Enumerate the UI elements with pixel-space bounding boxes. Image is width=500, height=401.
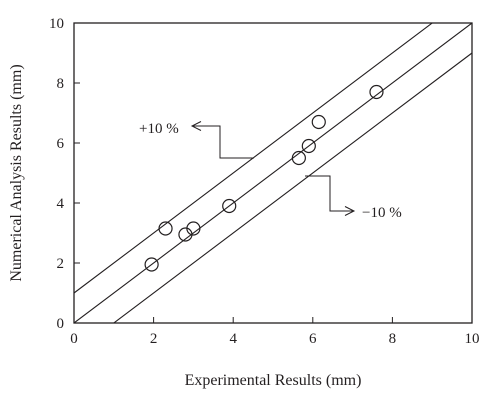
plus-10-percent-leader — [192, 125, 254, 159]
reference-line-1 — [74, 23, 434, 294]
x-tick-label-4: 4 — [229, 331, 237, 347]
data-point-0 — [144, 257, 159, 272]
data-point-7 — [311, 114, 326, 130]
data-point-5 — [291, 150, 306, 166]
y-axis-title: Numerical Analysis Results (mm) — [8, 64, 25, 281]
data-point-3 — [186, 221, 201, 236]
data-point-4 — [222, 198, 237, 214]
y-tick-label-8: 8 — [57, 76, 65, 92]
minus-10-percent-arrowhead — [344, 206, 356, 216]
annotation-leaders — [190, 121, 356, 216]
x-tick-label-10: 10 — [465, 331, 480, 347]
y-axis-ticks: 0 2 4 6 8 10 — [49, 16, 80, 332]
y-tick-label-4: 4 — [57, 196, 65, 212]
plus-10-percent-arrowhead — [190, 121, 202, 131]
x-tick-label-0: 0 — [70, 331, 78, 347]
x-axis-title: Experimental Results (mm) — [185, 372, 362, 389]
data-points — [144, 84, 384, 272]
reference-line-2 — [112, 52, 472, 323]
reference-lines — [74, 23, 472, 323]
plus-10-percent-label: +10 % — [139, 121, 179, 137]
y-tick-label-6: 6 — [57, 136, 65, 152]
x-tick-label-8: 8 — [389, 331, 397, 347]
minus-10-percent-label: −10 % — [362, 205, 402, 221]
reference-line-0 — [74, 23, 472, 323]
minus-10-percent-leader — [305, 175, 354, 212]
y-tick-label-2: 2 — [57, 256, 65, 272]
y-tick-label-10: 10 — [49, 16, 64, 32]
y-tick-label-0: 0 — [57, 316, 65, 332]
data-point-8 — [369, 84, 384, 100]
x-tick-label-6: 6 — [309, 331, 317, 347]
x-tick-label-2: 2 — [150, 331, 158, 347]
data-point-1 — [158, 221, 173, 236]
data-point-6 — [301, 138, 316, 154]
plot-area-frame — [73, 22, 473, 324]
x-axis-ticks: 0 2 4 6 8 10 — [70, 317, 480, 347]
